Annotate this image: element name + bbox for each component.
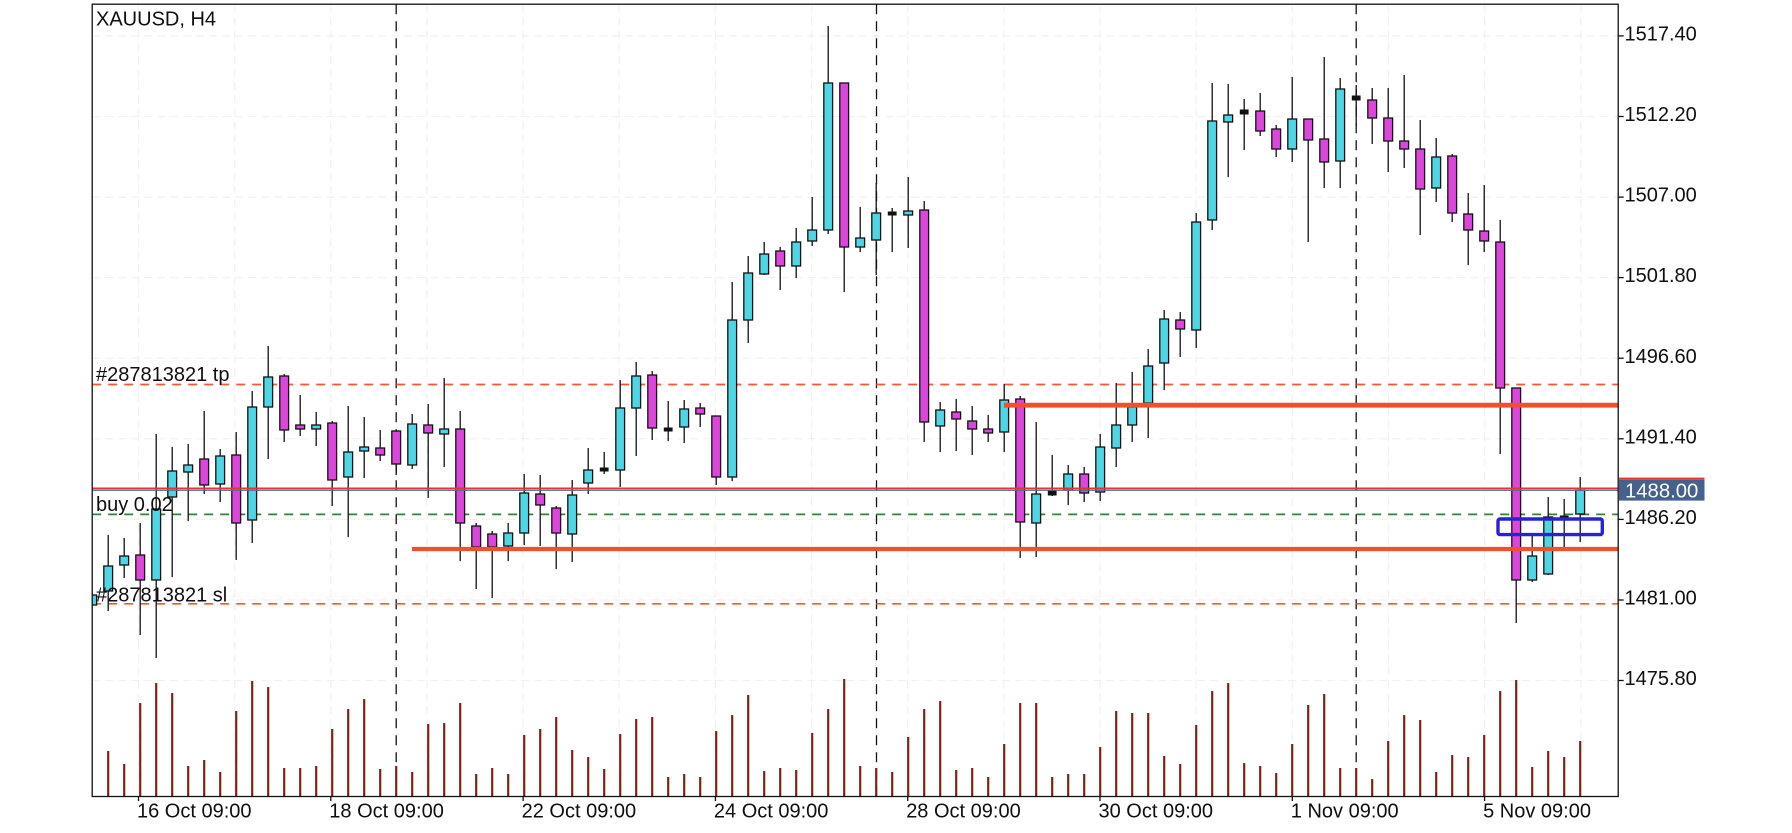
svg-text:buy 0.02: buy 0.02 xyxy=(96,494,173,516)
svg-text:28 Oct 09:00: 28 Oct 09:00 xyxy=(906,801,1021,823)
svg-text:1488.00: 1488.00 xyxy=(1625,480,1698,502)
svg-text:1475.80: 1475.80 xyxy=(1625,668,1697,690)
svg-text:1496.60: 1496.60 xyxy=(1625,346,1697,368)
svg-text:5 Nov 09:00: 5 Nov 09:00 xyxy=(1483,801,1591,823)
svg-text:1481.00: 1481.00 xyxy=(1625,588,1697,610)
svg-text:XAUUSD, H4: XAUUSD, H4 xyxy=(96,9,216,31)
svg-text:30 Oct 09:00: 30 Oct 09:00 xyxy=(1099,801,1214,823)
svg-text:1 Nov 09:00: 1 Nov 09:00 xyxy=(1291,801,1399,823)
svg-text:#287813821 tp: #287813821 tp xyxy=(96,364,229,386)
svg-text:1491.40: 1491.40 xyxy=(1625,426,1697,448)
svg-text:18 Oct 09:00: 18 Oct 09:00 xyxy=(329,801,444,823)
svg-text:24 Oct 09:00: 24 Oct 09:00 xyxy=(714,801,829,823)
svg-text:16 Oct 09:00: 16 Oct 09:00 xyxy=(137,801,252,823)
svg-text:1507.00: 1507.00 xyxy=(1625,185,1697,207)
svg-text:#287813821 sl: #287813821 sl xyxy=(96,585,227,607)
svg-text:1486.20: 1486.20 xyxy=(1625,507,1697,529)
svg-text:1512.20: 1512.20 xyxy=(1625,104,1697,126)
svg-text:1517.40: 1517.40 xyxy=(1625,24,1697,46)
svg-text:1501.80: 1501.80 xyxy=(1625,265,1697,287)
svg-text:22 Oct 09:00: 22 Oct 09:00 xyxy=(522,801,637,823)
